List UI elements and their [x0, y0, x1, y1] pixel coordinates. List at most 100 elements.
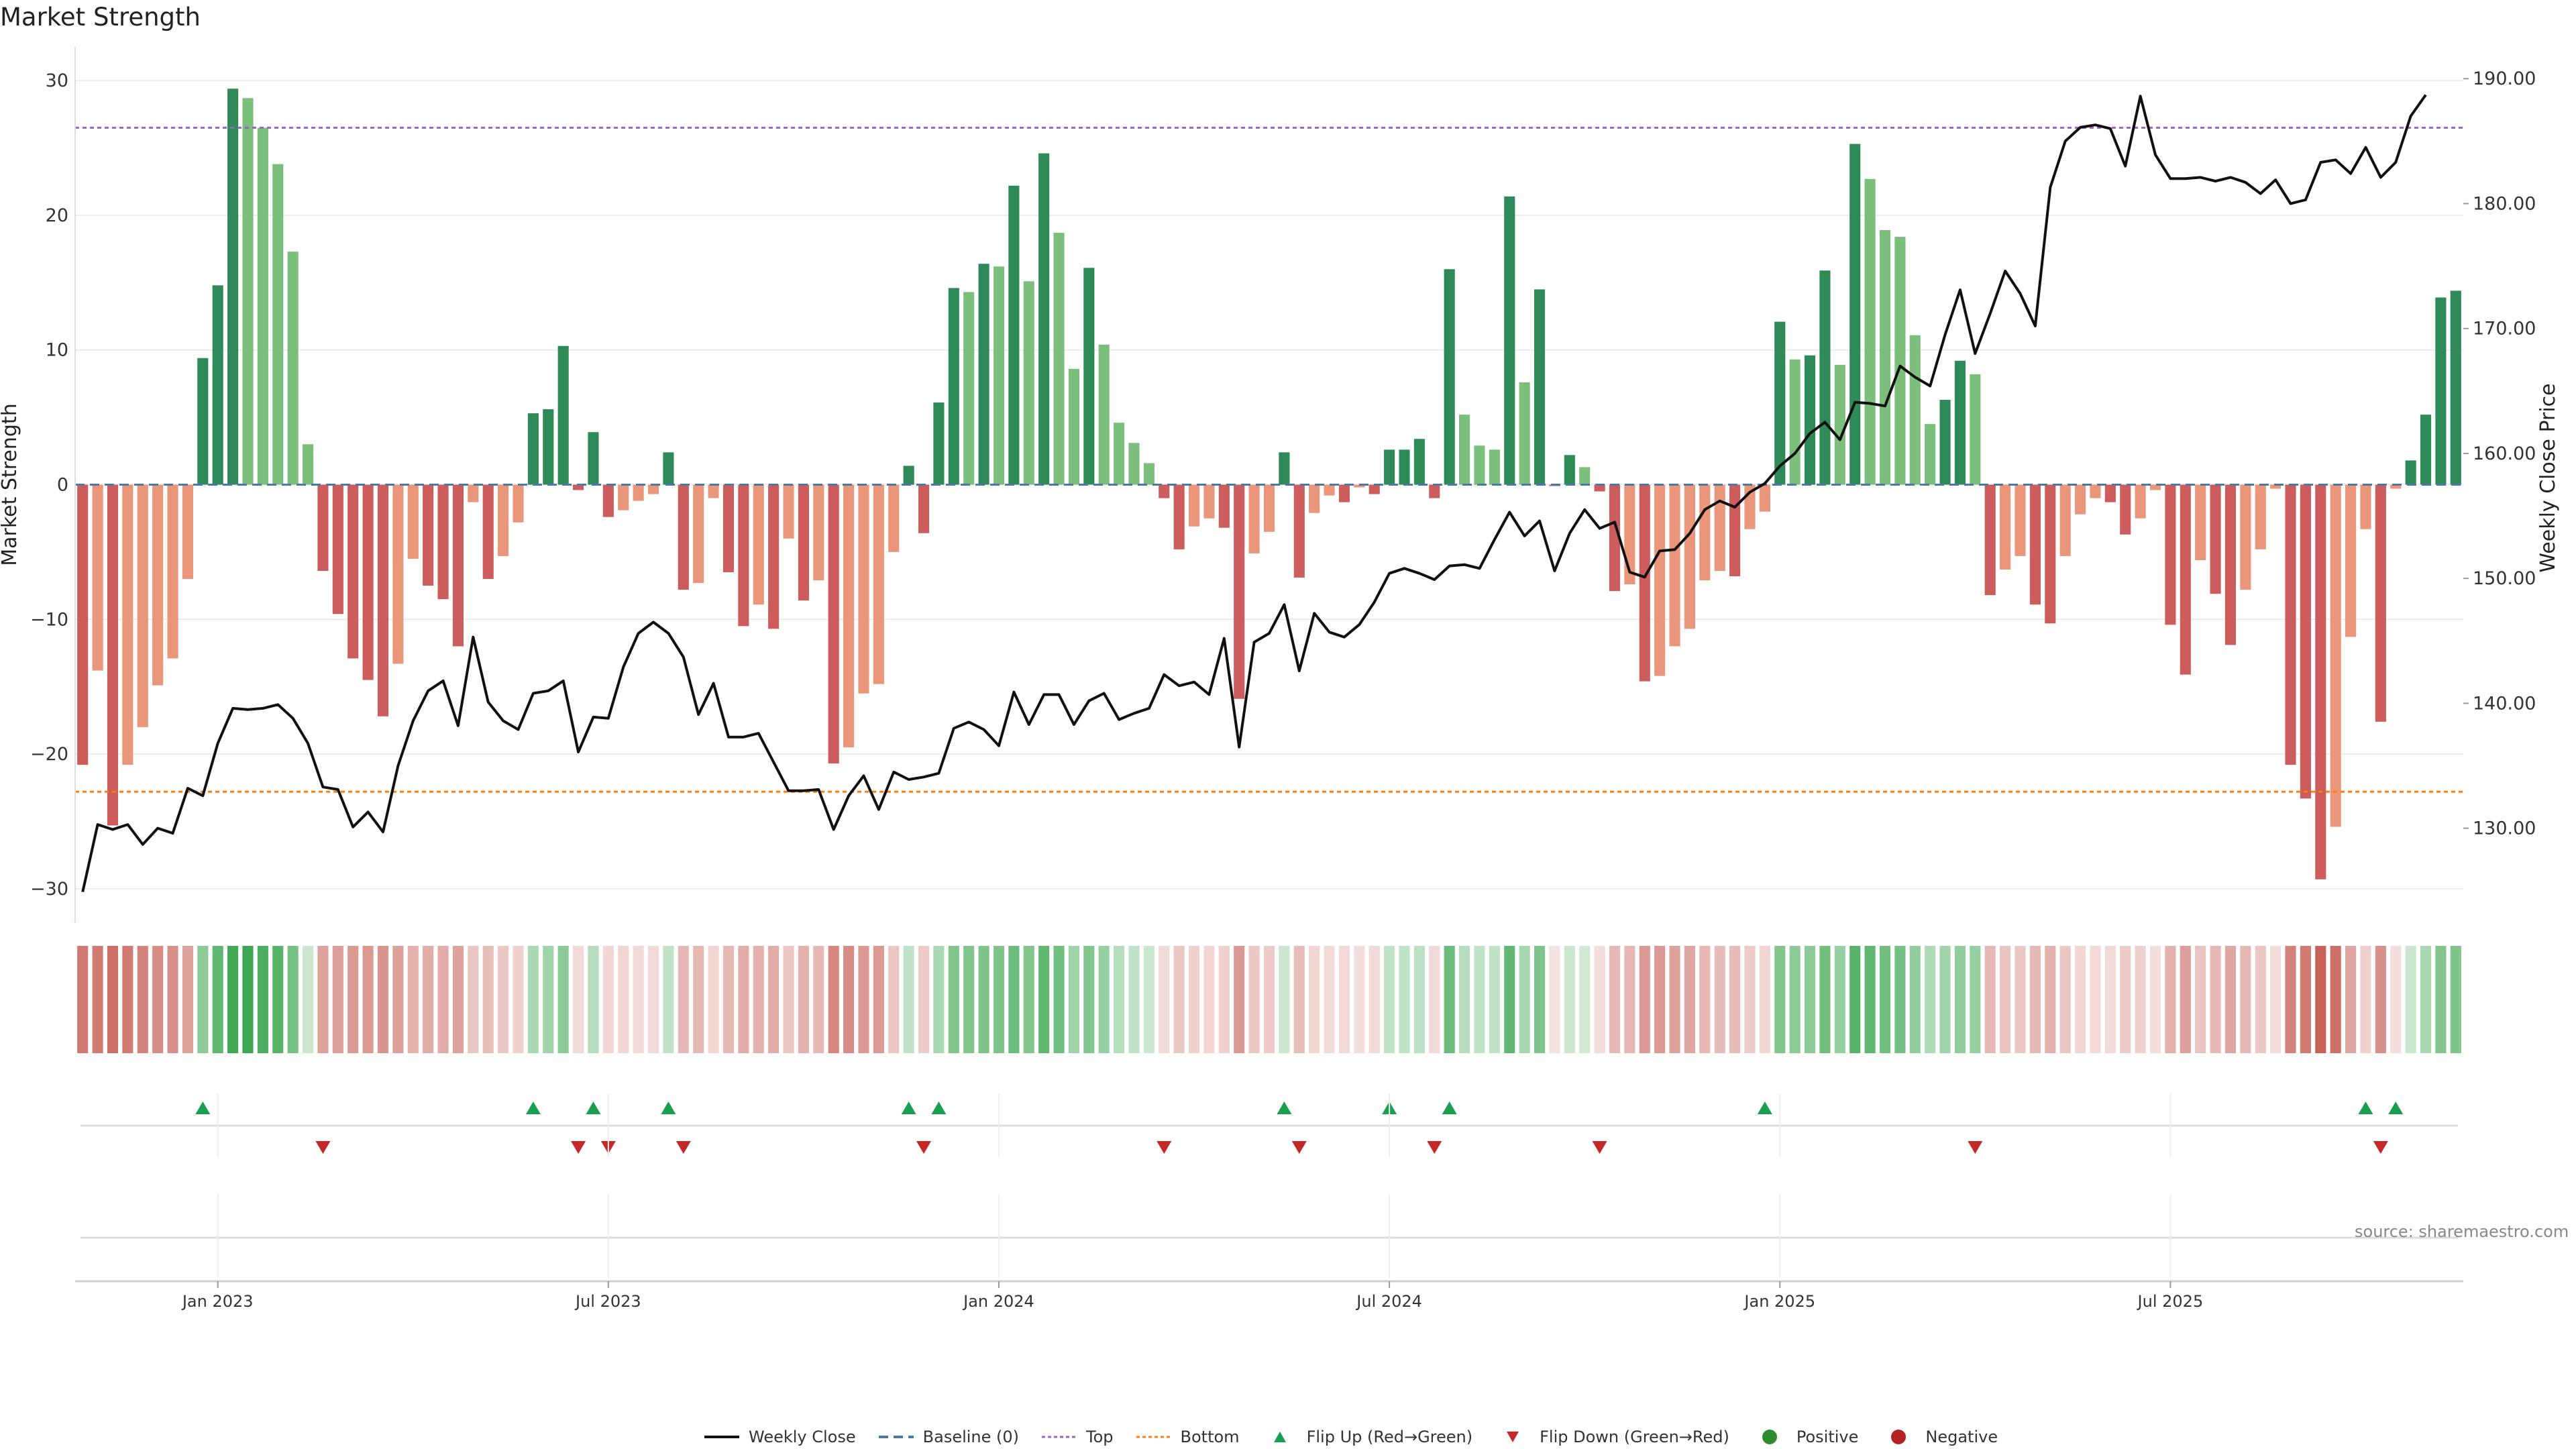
strip-cell — [2165, 946, 2176, 1053]
strip-cell — [1474, 946, 1485, 1053]
strength-bar — [2015, 484, 2026, 556]
strength-bar — [2450, 290, 2461, 485]
y2-tick-label: 160.00 — [2473, 443, 2536, 464]
legend-swatch — [1136, 1436, 1171, 1438]
strength-bar — [678, 484, 689, 590]
legend-label: Flip Up (Red→Green) — [1306, 1428, 1473, 1446]
y-tick-label: 30 — [46, 70, 68, 91]
strength-bar — [1068, 368, 1079, 485]
strip-cell — [2360, 946, 2371, 1053]
strength-bar — [317, 484, 329, 571]
strength-bar — [1023, 281, 1034, 485]
strip-cell — [197, 946, 209, 1053]
strip-cell — [2435, 946, 2447, 1053]
strength-bar — [212, 285, 223, 485]
flip-down-marker — [571, 1141, 586, 1154]
strip-cell — [2180, 946, 2191, 1053]
strip-cell — [272, 946, 284, 1053]
strength-bar — [813, 484, 824, 581]
strip-cell — [1925, 946, 1936, 1053]
strip-cell — [1384, 946, 1395, 1053]
strength-bar — [647, 484, 659, 494]
strip-cell — [1459, 946, 1470, 1053]
legend-label: Baseline (0) — [922, 1428, 1020, 1446]
legend-item-negative: Negative — [1880, 1428, 1998, 1446]
strip-cell — [1579, 946, 1591, 1053]
strength-bar — [2074, 484, 2086, 515]
legend-swatch — [1273, 1432, 1286, 1442]
strip-cell — [2210, 946, 2221, 1053]
strength-bar — [1248, 484, 1260, 553]
strip-cell — [573, 946, 584, 1053]
strength-bar — [588, 432, 599, 485]
flip-markers — [80, 1102, 2458, 1239]
strip-cell — [557, 946, 569, 1053]
flip-up-marker — [1277, 1102, 1292, 1114]
strength-bar — [1564, 455, 1575, 485]
strength-bar — [2120, 484, 2131, 535]
strip-cell — [2120, 946, 2131, 1053]
strength-bar — [1954, 360, 1966, 485]
strength-bar — [122, 484, 133, 765]
strip-cell — [2015, 946, 2026, 1053]
strip-cell — [1218, 946, 1230, 1053]
strip-cell — [468, 946, 479, 1053]
x-tick-label: Jan 2024 — [962, 1292, 1034, 1311]
strip-cell — [2059, 946, 2071, 1053]
strip-cell — [1804, 946, 1816, 1053]
legend-swatch — [704, 1436, 739, 1438]
strip-cell — [2270, 946, 2282, 1053]
strength-bar — [2420, 415, 2432, 485]
flip-up-marker — [525, 1102, 541, 1114]
strip-cell — [722, 946, 735, 1053]
strip-cell — [167, 946, 178, 1053]
strength-bar — [633, 484, 644, 501]
strength-heat-strip — [77, 946, 2461, 1053]
strength-bar — [753, 484, 764, 605]
strength-bar — [1234, 484, 1245, 699]
strength-bar — [738, 484, 749, 627]
strength-bar — [602, 484, 614, 517]
strip-cell — [647, 946, 659, 1053]
strip-cell — [498, 946, 509, 1053]
strip-cell — [227, 946, 239, 1053]
strength-bar — [1789, 359, 1801, 485]
weekly-close-path — [81, 94, 2427, 893]
strip-cell — [1053, 946, 1065, 1053]
strength-bar — [1714, 484, 1725, 571]
legend-item-top: Top — [1040, 1428, 1114, 1446]
strength-bar — [1984, 484, 1996, 596]
strip-cell — [392, 946, 404, 1053]
legend-item-bottom: Bottom — [1135, 1428, 1240, 1446]
strength-bar — [137, 484, 148, 727]
strip-cell — [2345, 946, 2357, 1053]
strip-cell — [1849, 946, 1861, 1053]
flip-down-marker — [1968, 1141, 1983, 1154]
strength-bar — [1053, 233, 1065, 485]
strength-bar — [2435, 297, 2447, 485]
strength-bar — [2285, 484, 2296, 765]
legend-item-positive: Positive — [1751, 1428, 1858, 1446]
strip-cell — [993, 946, 1005, 1053]
strength-bar — [2270, 484, 2282, 489]
strip-cell — [1324, 946, 1335, 1053]
legend-swatch — [1762, 1430, 1777, 1444]
strength-bar — [873, 484, 884, 684]
flip-up-marker — [1442, 1102, 1457, 1114]
strength-bar — [1279, 452, 1290, 485]
strip-cell — [152, 946, 164, 1053]
strength-bar — [182, 484, 193, 580]
strength-bar — [768, 484, 780, 629]
strip-cell — [2420, 946, 2432, 1053]
strength-bar — [1939, 400, 1951, 485]
strip-cell — [2405, 946, 2416, 1053]
strength-bar — [573, 484, 584, 490]
flip-down-marker — [315, 1141, 331, 1154]
legend-swatch — [1042, 1436, 1077, 1438]
strength-bar — [1489, 449, 1500, 485]
strip-cell — [768, 946, 780, 1053]
strength-bar — [527, 413, 539, 485]
strength-bar — [1128, 443, 1140, 485]
strength-bar — [1083, 268, 1095, 485]
strip-cell — [452, 946, 464, 1053]
